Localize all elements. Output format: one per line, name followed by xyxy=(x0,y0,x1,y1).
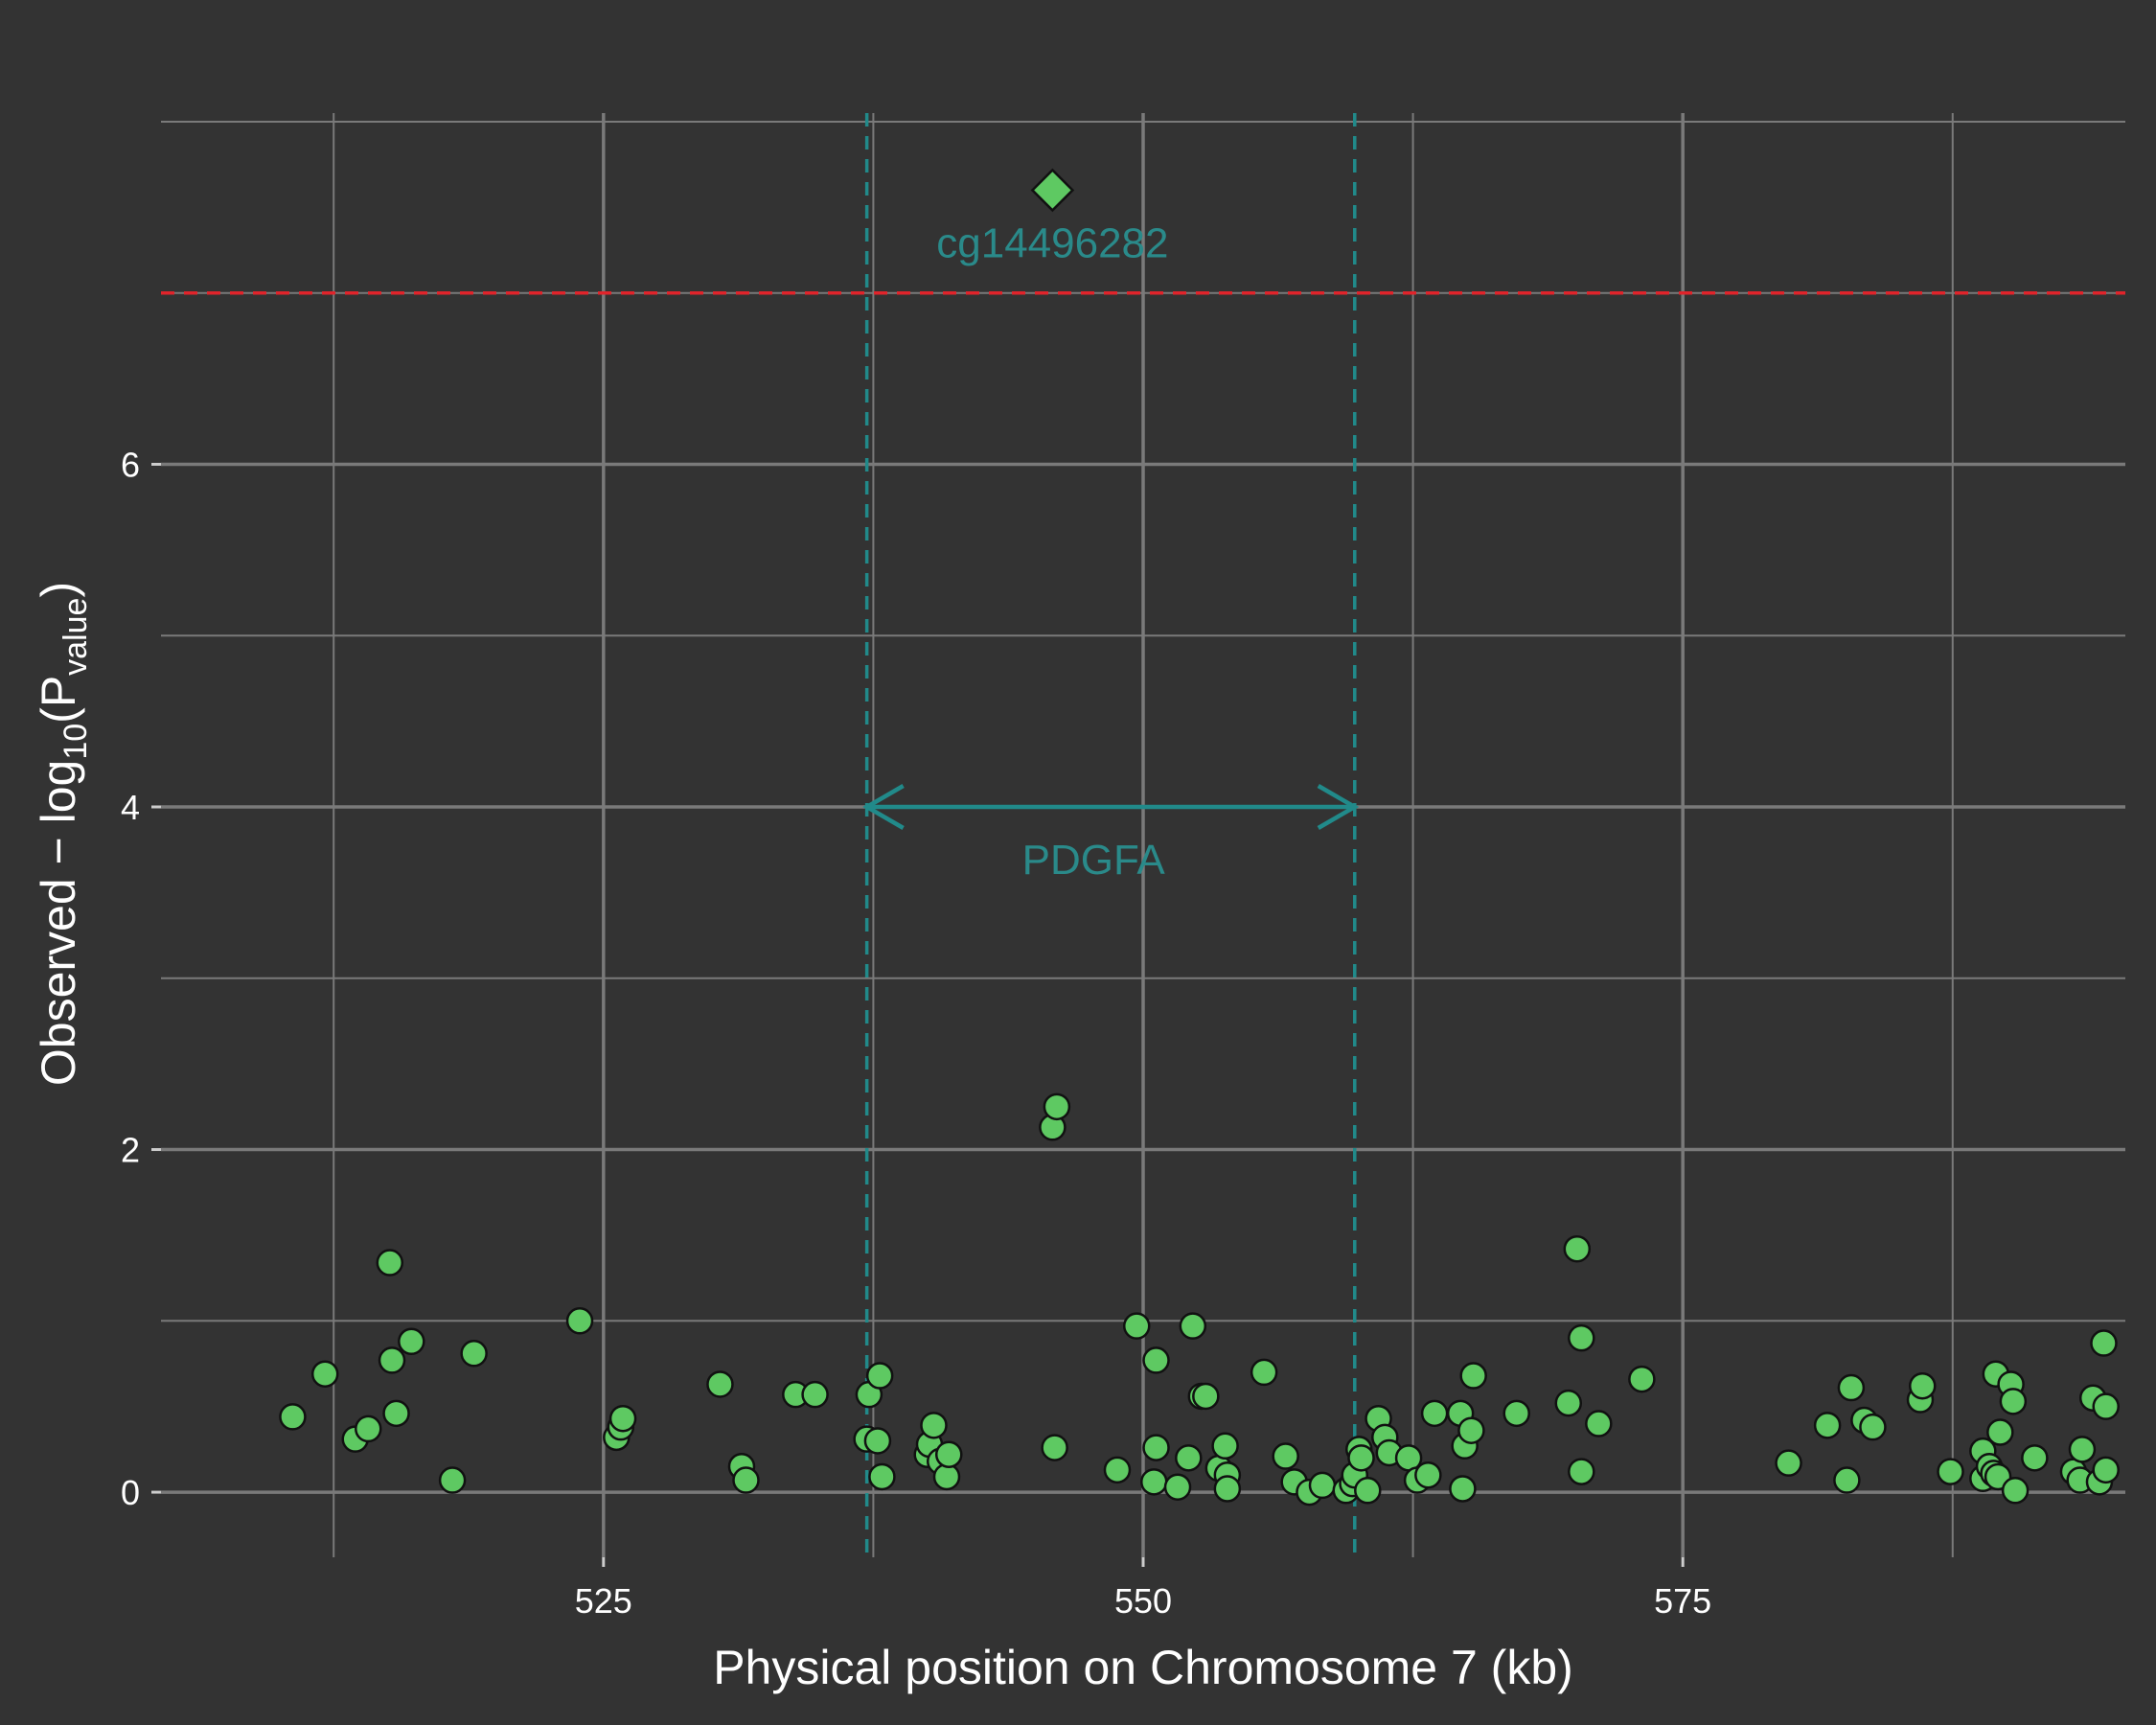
gene-arrow-head-right xyxy=(1317,784,1360,830)
data-points xyxy=(279,168,2120,1506)
data-point xyxy=(1142,1434,1170,1461)
y-tick-label: 4 xyxy=(121,788,140,827)
data-point xyxy=(1585,1410,1613,1438)
data-point xyxy=(2001,1477,2030,1505)
data-point xyxy=(1986,1418,2014,1446)
data-point xyxy=(801,1380,829,1409)
data-point xyxy=(279,1403,307,1431)
data-point xyxy=(865,1362,894,1390)
lead-snp-point xyxy=(1030,168,1075,213)
x-tick-label: 575 xyxy=(1654,1581,1711,1621)
annotations: PDGFA cg14496282 xyxy=(862,219,1360,884)
y-tick-label: 0 xyxy=(121,1473,140,1512)
data-point xyxy=(1999,1388,2028,1415)
y-tick-label: 2 xyxy=(121,1131,140,1170)
x-axis-title: Physical position on Chromosome 7 (kb) xyxy=(713,1641,1573,1694)
data-point xyxy=(460,1340,488,1368)
y-axis-title-subscript: 10 xyxy=(57,724,94,760)
data-point xyxy=(1837,1373,1866,1402)
data-point xyxy=(1103,1456,1132,1484)
data-point xyxy=(1457,1416,1485,1444)
data-point xyxy=(1775,1449,1802,1477)
guide-lines xyxy=(161,113,2125,1557)
y-axis-title: Observed − log10(Pvalue) xyxy=(32,582,94,1086)
data-point xyxy=(1568,1323,1595,1352)
data-point xyxy=(1308,1471,1337,1500)
data-point xyxy=(1937,1458,1964,1485)
data-point xyxy=(1142,1346,1170,1374)
data-point xyxy=(378,1346,406,1374)
data-point xyxy=(1179,1312,1207,1340)
data-point xyxy=(2068,1436,2097,1463)
data-point xyxy=(868,1462,896,1491)
data-point xyxy=(1250,1358,1278,1387)
data-point xyxy=(1140,1468,1168,1496)
data-point xyxy=(2021,1444,2049,1472)
data-point xyxy=(1122,1312,1151,1340)
data-point xyxy=(1859,1413,1887,1441)
axes: 0 2 4 6 525 550 575 Physical position on Chromo… xyxy=(32,445,1711,1694)
data-point xyxy=(920,1412,948,1439)
data-point xyxy=(355,1414,382,1443)
data-point xyxy=(1041,1434,1068,1461)
data-point xyxy=(1420,1399,1449,1428)
data-point xyxy=(1163,1473,1192,1501)
data-point xyxy=(706,1370,734,1398)
gene-arrow-head-left xyxy=(862,784,905,830)
data-point xyxy=(1628,1365,1656,1393)
y-axis-title-subscript: value xyxy=(57,598,94,676)
data-point xyxy=(1354,1477,1382,1505)
data-point xyxy=(1833,1466,1861,1494)
y-axis-title-part: (P xyxy=(32,676,85,724)
data-point xyxy=(935,1440,963,1468)
data-point xyxy=(1563,1234,1592,1263)
lead-snp-label: cg14496282 xyxy=(936,219,1168,266)
data-point xyxy=(1347,1444,1375,1472)
data-point xyxy=(310,1360,339,1388)
grid-lines xyxy=(161,113,2125,1557)
y-tick-label: 6 xyxy=(121,445,140,484)
data-point xyxy=(1908,1371,1937,1400)
data-point xyxy=(1211,1432,1239,1460)
data-point xyxy=(1175,1444,1203,1472)
data-point xyxy=(1414,1460,1442,1489)
data-point xyxy=(2092,1456,2120,1484)
data-point xyxy=(1502,1399,1530,1428)
data-point xyxy=(565,1307,594,1335)
data-point xyxy=(1554,1389,1583,1417)
data-point xyxy=(1568,1458,1595,1485)
data-point xyxy=(1813,1412,1842,1439)
data-point xyxy=(863,1427,892,1455)
y-axis-title-part: Observed − log xyxy=(32,760,85,1086)
data-point xyxy=(1213,1475,1242,1503)
x-tick-label: 550 xyxy=(1114,1581,1172,1621)
data-point xyxy=(1272,1442,1299,1470)
data-point xyxy=(376,1249,404,1276)
data-point xyxy=(438,1466,467,1494)
gene-label: PDGFA xyxy=(1022,837,1166,884)
data-point xyxy=(398,1327,425,1356)
data-point xyxy=(382,1399,410,1428)
data-point xyxy=(2092,1392,2120,1420)
data-point xyxy=(1043,1092,1071,1121)
data-point xyxy=(608,1404,637,1433)
data-point xyxy=(1459,1362,1487,1390)
data-point xyxy=(1192,1382,1220,1411)
y-axis-title-part: ) xyxy=(32,582,85,598)
x-tick-label: 525 xyxy=(575,1581,632,1621)
data-point xyxy=(932,1462,961,1491)
data-point xyxy=(1449,1475,1477,1503)
data-point xyxy=(732,1466,760,1494)
data-point xyxy=(2090,1329,2118,1357)
